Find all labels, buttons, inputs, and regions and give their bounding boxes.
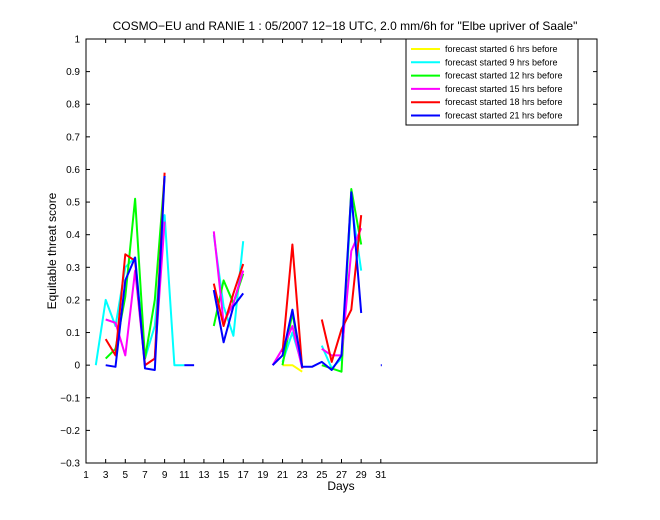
y-tick-label: 0.7 [66,132,80,143]
x-tick-label: 27 [336,470,348,481]
x-tick-label: 21 [277,470,289,481]
y-tick-label: 1 [74,35,80,46]
y-tick-label: 0.1 [66,328,80,339]
y-axis-label: Equitable threat score [45,192,59,309]
series-segment [271,191,363,371]
legend-entry: forecast started 18 hrs before [411,97,563,107]
legend-entry: forecast started 9 hrs before [411,57,558,67]
y-tick-label: −0.3 [60,459,80,470]
x-tick-label: 31 [375,470,387,481]
series-segment [320,214,363,363]
y-tick-label: 0.2 [66,295,80,306]
x-tick-label: 11 [179,470,190,481]
legend-label: forecast started 9 hrs before [445,57,558,67]
x-tick-label: 15 [218,470,230,481]
x-tick-label: 7 [142,470,148,481]
x-axis-label: Days [327,479,354,493]
series-segment [281,243,304,369]
legend-label: forecast started 12 hrs before [445,71,563,81]
legend-entry: forecast started 15 hrs before [411,84,563,94]
series-line [105,175,382,371]
x-tick-label: 5 [123,470,129,481]
y-tick-label: 0.9 [66,67,80,78]
series-lines [94,172,382,373]
x-tick-label: 3 [103,470,109,481]
series-segment [105,175,166,371]
axis-ticks: 1 3 5 7 9 11 13 15 17 19 21 23 25 27 29 31−0.3−0.2−0.10… [60,35,597,481]
y-tick-label: 0.3 [66,263,80,274]
x-tick-label: 25 [316,470,328,481]
y-tick-label: 0.4 [66,230,80,241]
chart-title: COSMO−EU and RANIE 1 : 05/2007 12−18 UTC… [113,19,578,33]
legend-entry: forecast started 12 hrs before [411,71,563,81]
x-tick-label: 23 [297,470,309,481]
series-segment [212,263,245,327]
legend-label: forecast started 21 hrs before [445,111,563,121]
x-tick-label: 19 [257,470,269,481]
legend-entry: forecast started 6 hrs before [411,44,558,54]
series-segment [271,325,304,369]
y-tick-label: −0.2 [60,426,80,437]
series-line [282,364,303,373]
legend-label: forecast started 18 hrs before [445,97,563,107]
x-tick-label: 9 [162,470,168,481]
y-tick-label: −0.1 [60,393,80,404]
series-segment [212,289,244,344]
y-tick-label: 0.8 [66,100,80,111]
x-tick-label: 13 [198,470,210,481]
x-tick-label: 17 [238,470,250,481]
legend-label: forecast started 6 hrs before [445,44,558,54]
x-tick-label: 1 [83,470,89,481]
series-segment [282,364,303,373]
legend-box [405,38,579,126]
y-tick-label: 0.6 [66,165,80,176]
legend-label: forecast started 15 hrs before [445,84,563,94]
x-tick-label: 29 [356,470,368,481]
y-tick-label: 0.5 [66,198,80,209]
legend: forecast started 6 hrs before forecast st… [405,38,579,126]
legend-entry: forecast started 21 hrs before [411,111,563,121]
y-tick-label: 0 [74,361,80,372]
